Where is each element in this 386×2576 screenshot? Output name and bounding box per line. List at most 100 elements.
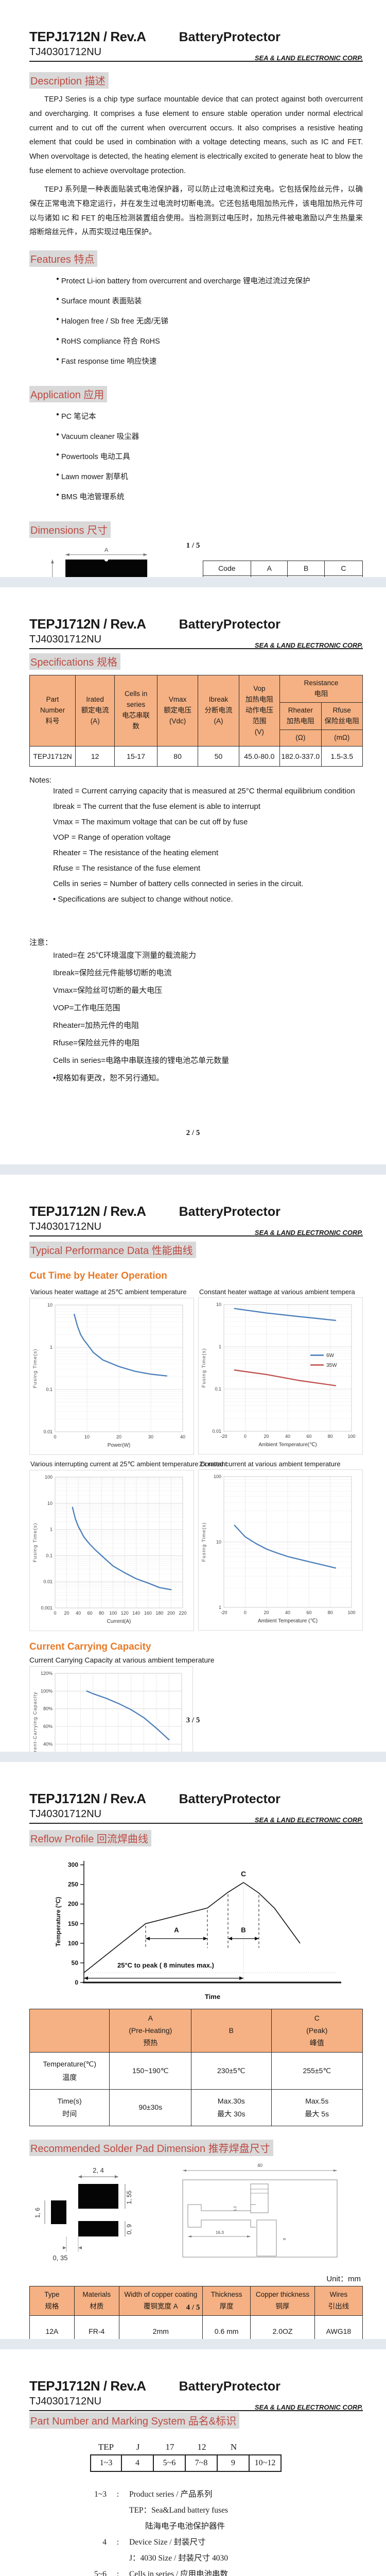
company-name: SEA & LAND ELECTRONIC CORP. <box>254 2403 363 2411</box>
svg-text:0.01: 0.01 <box>212 1429 221 1434</box>
svg-text:0: 0 <box>54 1611 56 1616</box>
svg-text:0: 0 <box>244 1434 247 1439</box>
svg-text:1, 55: 1, 55 <box>126 2190 133 2204</box>
bullet-icon: ● <box>56 357 60 363</box>
svg-text:50: 50 <box>72 1959 79 1967</box>
chart-title: Various heater wattage at 25℃ ambient te… <box>30 1288 187 1296</box>
table-row: TEPJ1712N 12 15-17 80 50 45.0-80.0 182.0… <box>29 745 363 767</box>
features-list: ● Protect Li-ion battery from overcurrent… <box>29 275 363 366</box>
svg-text:A: A <box>174 1926 179 1934</box>
svg-text:200: 200 <box>167 1611 175 1616</box>
svg-text:0.001: 0.001 <box>41 1605 52 1611</box>
company-name: SEA & LAND ELECTRONIC CORP. <box>254 641 363 649</box>
part-number: TJ40301712NU <box>29 1808 102 1820</box>
svg-text:10: 10 <box>216 1539 221 1545</box>
application-list: ● PC 笔记本 ● Vacuum cleaner 吸尘器 ● Powertools … <box>29 411 363 502</box>
marking-diagram: TEP J 17 12 N 1~3 4 5~6 7~8 9 10~12 <box>90 2442 363 2472</box>
part-number: TJ40301712NU <box>29 46 102 58</box>
svg-text:Fusing Time(s): Fusing Time(s) <box>32 1523 38 1563</box>
svg-text:40: 40 <box>180 1434 185 1439</box>
svg-text:0.01: 0.01 <box>43 1429 52 1434</box>
svg-text:100: 100 <box>45 1475 52 1480</box>
page-1: TEPJ1712N / Rev.A BatteryProtector TJ403… <box>0 0 386 577</box>
page-4: TEPJ1712N / Rev.A BatteryProtector TJ403… <box>0 1762 386 2339</box>
company-name: SEA & LAND ELECTRONIC CORP. <box>254 1229 363 1236</box>
svg-text:100: 100 <box>109 1611 117 1616</box>
svg-text:300: 300 <box>68 1861 78 1869</box>
chart-block: Various heater wattage at 25℃ ambient te… <box>29 1288 196 1455</box>
svg-text:Time: Time <box>205 1993 220 2001</box>
svg-text:40: 40 <box>257 2163 262 2168</box>
section-marking: Part Number and Marking System 品名&标识 <box>29 2412 240 2429</box>
notes-title: Notes: <box>29 775 52 785</box>
page-header: TEPJ1712N / Rev.A BatteryProtector TJ403… <box>29 1791 363 1824</box>
svg-text:220: 220 <box>179 1611 186 1616</box>
header-rule <box>29 648 363 649</box>
page-number: 3 / 5 <box>186 1716 200 1724</box>
svg-text:0: 0 <box>244 1610 247 1615</box>
model-title: TEPJ1712N / Rev.A <box>29 1791 146 1806</box>
svg-text:40: 40 <box>285 1610 290 1615</box>
section-application: Application 应用 <box>29 386 108 403</box>
svg-text:10: 10 <box>47 1501 52 1506</box>
header-rule <box>29 61 363 62</box>
chart-block: Various interrupting current at 25℃ ambi… <box>29 1460 227 1631</box>
svg-text:35W: 35W <box>326 1363 337 1368</box>
svg-text:20: 20 <box>264 1434 269 1439</box>
marking-labels: TEP J 17 12 N <box>98 2442 237 2452</box>
bullet-icon: ● <box>56 472 60 478</box>
svg-text:α J: α J <box>99 575 114 577</box>
product-title: BatteryProtector <box>179 30 280 44</box>
description-cn: TEPJ 系列是一种表面贴装式电池保护器，可以防止过电流和过充电。它包括保险丝元… <box>29 185 363 237</box>
svg-text:8: 8 <box>283 2238 287 2240</box>
header-rule <box>29 1823 363 1824</box>
section-description: Description 描述 <box>29 72 109 89</box>
section-features: Features 特点 <box>29 250 98 267</box>
svg-text:10: 10 <box>216 1302 221 1307</box>
page-2: TEPJ1712N / Rev.A BatteryProtector TJ403… <box>0 587 386 1164</box>
page-number: 4 / 5 <box>186 2303 200 2312</box>
svg-text:100%: 100% <box>41 1688 52 1693</box>
model-title: TEPJ1712N / Rev.A <box>29 1204 146 1219</box>
svg-text:1: 1 <box>219 1344 221 1349</box>
carrying-capacity-chart: 01020304050607080901000%20%40%60%80%100%… <box>32 1671 182 1752</box>
chart-title: Constant heater wattage at various ambie… <box>199 1288 355 1296</box>
charts-grid: Various heater wattage at 25℃ ambient te… <box>29 1288 363 1631</box>
marking-cells: 1~3 4 5~6 7~8 9 10~12 <box>90 2454 363 2472</box>
svg-text:60: 60 <box>306 1434 311 1439</box>
page-header: TEPJ1712N / Rev.A BatteryProtector TJ403… <box>29 2378 363 2411</box>
table-row: 12A FR-4 2mm 0.6 mm 2.0OZ AWG18 <box>29 2315 363 2339</box>
svg-text:0: 0 <box>75 1979 78 1986</box>
bullet-icon: ● <box>56 492 60 498</box>
svg-text:120: 120 <box>121 1611 129 1616</box>
svg-text:60: 60 <box>306 1610 311 1615</box>
svg-text:B: B <box>241 1926 245 1934</box>
section-reflow: Reflow Profile 回流焊曲线 <box>29 1830 151 1846</box>
svg-text:1.2: 1.2 <box>234 2206 237 2211</box>
chart-block: 01020304050607080901000%20%40%60%80%100%… <box>29 1666 193 1752</box>
notes-cn: 注意： Irated=在 25℃环境温度下测量的载流能力 Ibreak=保险丝元… <box>29 937 363 1083</box>
solder-pad-drawing: 2, 4 1, 55 1, 6 0, 9 0, 35 <box>34 2166 133 2262</box>
svg-text:80: 80 <box>328 1610 333 1615</box>
pcb-trace-drawing: 40 16.3 1.2 8 <box>182 2163 338 2258</box>
svg-text:150: 150 <box>68 1920 78 1927</box>
svg-text:80: 80 <box>99 1611 104 1616</box>
notes-en: Notes: Irated = Current carrying capacit… <box>29 776 363 904</box>
table-row: Time(s) 时间 90±30s Max.30s 最大 30s Max.5s … <box>29 2089 363 2127</box>
part-number: TJ40301712NU <box>29 1221 102 1232</box>
interrupting-current-chart: 0 20 40 60 80 100 120 140 160 180 200 2200.0010.010… <box>32 1475 187 1624</box>
list-item: ● PC 笔记本 <box>56 412 96 421</box>
svg-text:0.1: 0.1 <box>215 1386 221 1392</box>
svg-text:30: 30 <box>148 1434 153 1439</box>
model-title: TEPJ1712N / Rev.A <box>29 2378 146 2394</box>
product-title: BatteryProtector <box>179 1792 280 1806</box>
svg-text:20: 20 <box>264 1610 269 1615</box>
svg-text:0, 9: 0, 9 <box>126 2224 133 2234</box>
svg-text:250: 250 <box>68 1881 78 1888</box>
company-name: SEA & LAND ELECTRONIC CORP. <box>254 1816 363 1824</box>
list-item: ● Fast response time 响应快速 <box>56 357 157 366</box>
reflow-table: A (Pre-Heating) 预热 B C (Peak) 峰值 Tempera… <box>29 2008 363 2127</box>
product-title: BatteryProtector <box>179 617 280 632</box>
page-header: TEPJ1712N / Rev.A BatteryProtector TJ403… <box>29 1204 363 1236</box>
svg-text:Fusing Time(s): Fusing Time(s) <box>32 1349 38 1388</box>
